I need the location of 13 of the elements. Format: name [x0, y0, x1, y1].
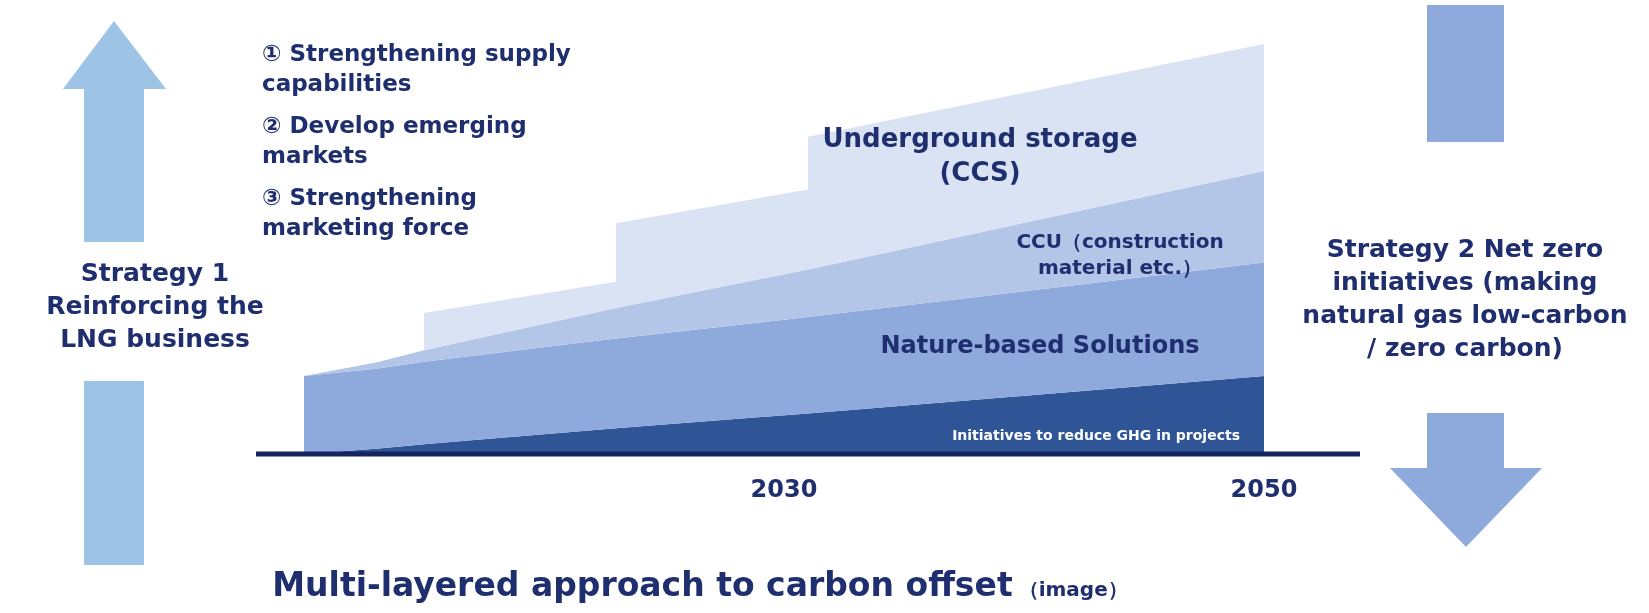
series-label: CCU（construction material etc.）: [1016, 229, 1224, 279]
annotation: ② Develop emerging markets: [262, 112, 527, 169]
annotation: Strategy 2 Net zero initiatives (making natural gas low-carbon / zero carbon): [1302, 234, 1628, 362]
series-label: Underground storage (CCS): [822, 123, 1138, 187]
series-label: Initiatives to reduce GHG in projects: [952, 427, 1240, 443]
text: （image）: [1018, 577, 1128, 601]
series-label: Nature-based Solutions: [880, 331, 1200, 359]
annotation: Strategy 1 Reinforcing the LNG business: [46, 258, 264, 353]
annotation: ③ Strengthening marketing force: [262, 184, 477, 241]
text: Multi-layered approach to carbon offset: [272, 565, 1013, 604]
x-tick-label: 2050: [1230, 475, 1298, 504]
annotation: ① Strengthening supply capabilities: [262, 40, 571, 97]
x-tick-label: 2030: [750, 475, 818, 504]
